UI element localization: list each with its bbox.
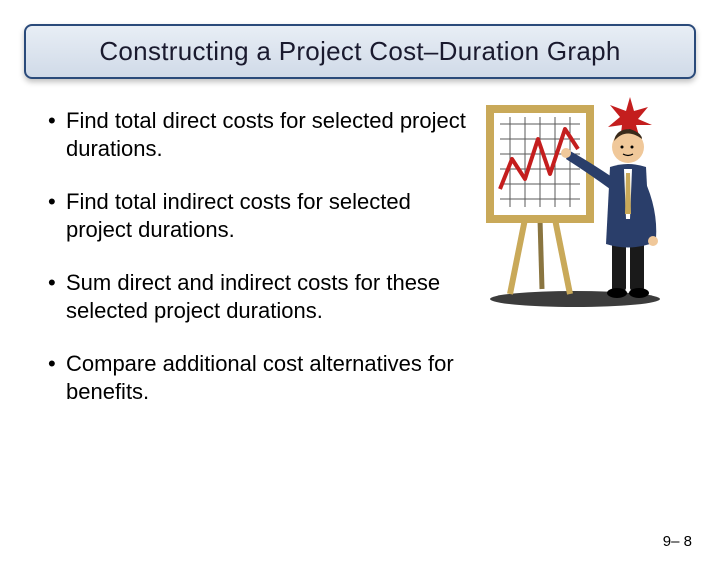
bullet-item: Compare additional cost alternatives for… xyxy=(48,350,468,405)
presenter-chart-clipart xyxy=(470,89,680,309)
page-number: 9– 8 xyxy=(663,533,692,550)
bullet-item: Sum direct and indirect costs for these … xyxy=(48,269,468,324)
title-bar: Constructing a Project Cost–Duration Gra… xyxy=(24,24,696,79)
bullet-item: Find total indirect costs for selected p… xyxy=(48,188,468,243)
bullet-list: Find total direct costs for selected pro… xyxy=(48,107,468,405)
bullet-item: Find total direct costs for selected pro… xyxy=(48,107,468,162)
slide-title: Constructing a Project Cost–Duration Gra… xyxy=(44,36,676,67)
presenter-chart-icon xyxy=(470,89,680,309)
content-area: Find total direct costs for selected pro… xyxy=(0,79,720,405)
